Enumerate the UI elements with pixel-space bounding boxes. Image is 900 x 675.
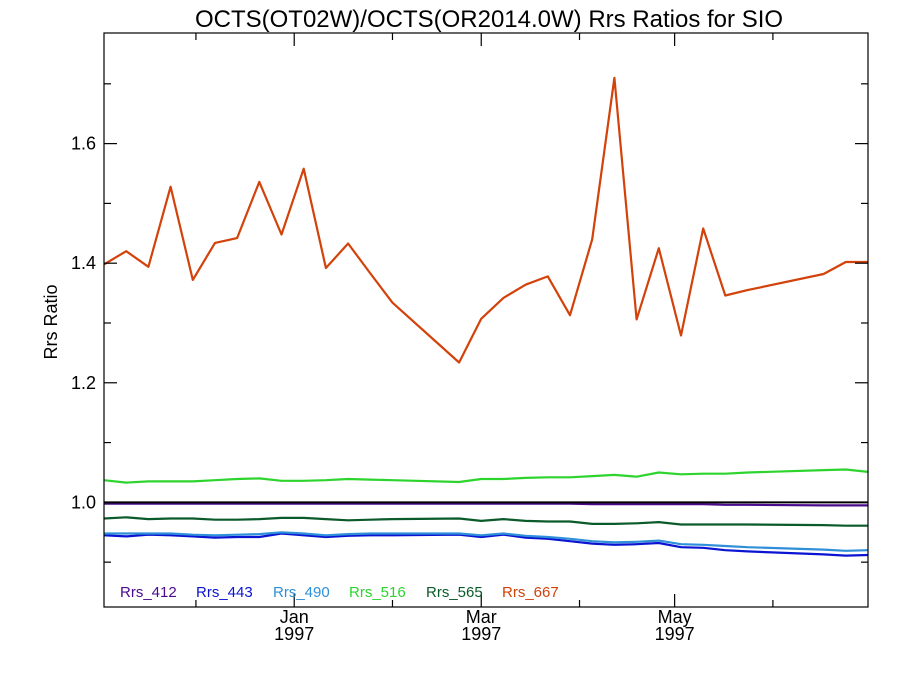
legend-entry-rrs-516: Rrs_516	[349, 584, 406, 601]
y-tick-label: 1.2	[71, 373, 96, 393]
legend-entry-rrs-412: Rrs_412	[120, 584, 177, 601]
y-tick-label: 1.6	[71, 134, 96, 154]
series-line-rrs-412	[104, 502, 868, 507]
x-tick-label-year: 1997	[274, 624, 314, 644]
legend-entry-rrs-490: Rrs_490	[273, 584, 330, 601]
legend: Rrs_412 Rrs_443 Rrs_490 Rrs_516 Rrs_565 Rrs_6…	[120, 584, 559, 601]
x-tick-label-month: May	[658, 607, 692, 627]
y-axis-ticks: 1.0 1.2 1.4 1.6	[71, 83, 868, 563]
x-tick-label-month: Mar	[466, 607, 497, 627]
x-tick-label-year: 1997	[461, 624, 501, 644]
series-lines	[103, 76, 869, 557]
plot-frame	[103, 32, 869, 608]
legend-entry-rrs-443: Rrs_443	[196, 584, 253, 601]
x-tick-label-month: Jan	[280, 607, 309, 627]
y-tick-label: 1.0	[71, 492, 96, 512]
series-line-rrs-443	[103, 532, 869, 557]
x-tick-label-year: 1997	[655, 624, 695, 644]
y-tick-label: 1.4	[71, 253, 96, 273]
legend-entry-rrs-565: Rrs_565	[426, 584, 483, 601]
series-line-rrs-667	[103, 76, 868, 364]
chart-title: OCTS(OT02W)/OCTS(OR2014.0W) Rrs Ratios f…	[195, 6, 783, 33]
legend-entry-rrs-667: Rrs_667	[502, 584, 559, 601]
series-line-rrs-490	[104, 531, 869, 552]
y-axis-label: Rrs Ratio	[41, 284, 61, 359]
series-line-rrs-516	[103, 468, 869, 484]
series-line-rrs-565	[103, 516, 868, 527]
